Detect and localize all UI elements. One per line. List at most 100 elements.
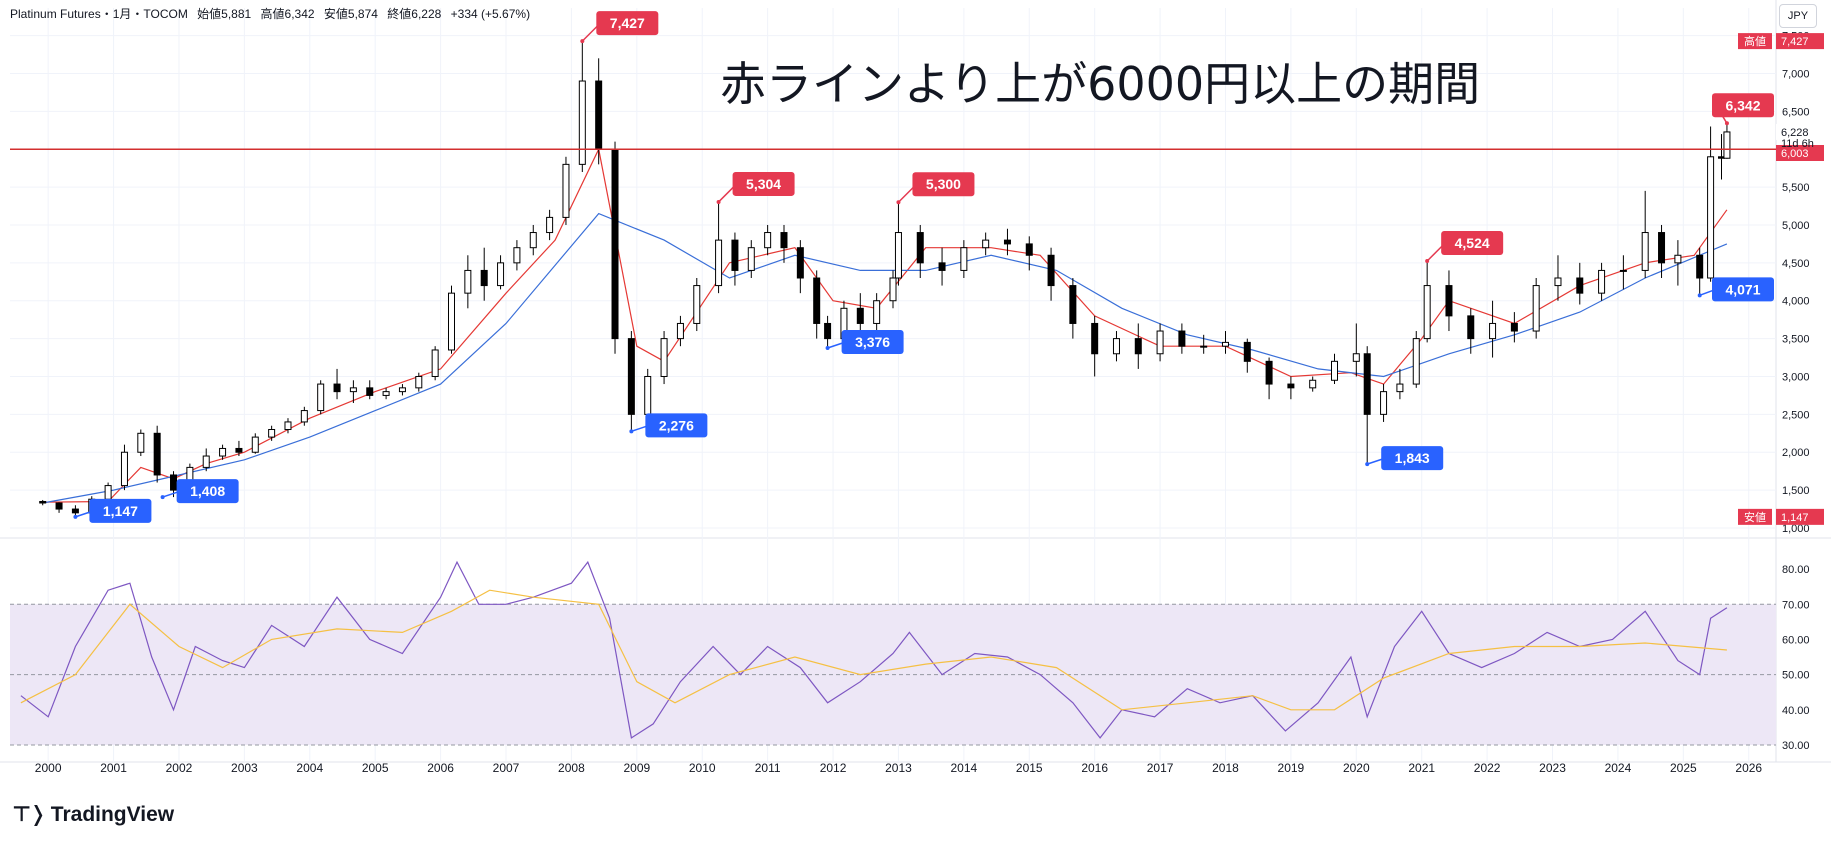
close-value: 終値6,228 (387, 7, 442, 21)
candle (676, 315, 684, 347)
candle-body (529, 232, 537, 249)
high-price-tag-value: 7,427 (1781, 36, 1809, 48)
candle (1412, 331, 1420, 388)
candle-body (268, 429, 276, 438)
callout-dot (716, 199, 721, 204)
time-tick-label: 2009 (623, 761, 650, 775)
candle (1112, 331, 1120, 362)
tradingview-logo[interactable]: ⊤❭ TradingView (12, 802, 174, 827)
callout-text: 5,300 (926, 176, 961, 192)
candle (104, 482, 112, 502)
candle-body (1221, 341, 1229, 347)
candle-body (627, 338, 635, 415)
callout-box (841, 330, 904, 354)
candle (578, 41, 586, 172)
candle (284, 418, 292, 434)
candle (1047, 247, 1055, 301)
rsi-tick-label: 80.00 (1782, 564, 1810, 576)
candle (780, 224, 788, 263)
candle (1658, 224, 1666, 278)
ma_short-line (42, 147, 1728, 503)
candle-body (894, 232, 902, 279)
candle-body (1069, 285, 1077, 324)
time-tick-label: 2002 (166, 761, 193, 775)
price-tick-label: 4,000 (1782, 296, 1810, 308)
change-value: +334 (+5.67%) (450, 7, 531, 21)
last-price-tag: 6,228 (1776, 123, 1824, 140)
high-callout: 6,342 (1712, 93, 1774, 126)
time-tick-label: 2012 (820, 761, 847, 775)
callout-text: 5,304 (746, 176, 781, 192)
candle (1003, 228, 1011, 256)
candle-body (824, 322, 832, 340)
high-callout: 4,524 (1425, 231, 1504, 264)
candle-body (497, 262, 505, 287)
high-callout: 7,427 (580, 11, 659, 44)
callout-text: 3,376 (855, 334, 890, 350)
candle-body (1619, 269, 1627, 272)
rsi-tick-label: 60.00 (1782, 634, 1810, 646)
candle-body (1363, 353, 1371, 415)
candle-body (747, 247, 755, 271)
callout-text: 7,427 (610, 15, 645, 31)
symbol-name[interactable]: Platinum Futures・1月・TOCOM (10, 7, 188, 21)
candle-body (780, 232, 788, 249)
candle-body (873, 300, 881, 324)
tradingview-mark-icon: ⊤❭ (12, 803, 47, 826)
candle-body (284, 421, 292, 431)
candle-body (1576, 277, 1584, 294)
currency-button[interactable]: JPY (1779, 4, 1817, 28)
candle (764, 224, 772, 256)
callout-dot (1724, 121, 1729, 126)
candle-body (153, 432, 161, 476)
candle-body (889, 277, 897, 302)
candle-body (1674, 254, 1682, 264)
candle (1069, 278, 1077, 339)
callout-text: 1,408 (190, 483, 225, 499)
candle (349, 380, 357, 403)
low-price-tag: 安値 1,147 (1738, 508, 1824, 525)
candle (219, 444, 227, 460)
price-tick-label: 2,500 (1782, 409, 1810, 421)
candle-body (693, 285, 701, 324)
candle-body (1352, 353, 1360, 362)
candle (562, 156, 570, 225)
callout-text: 1,843 (1395, 450, 1430, 466)
time-tick-label: 2022 (1474, 761, 1501, 775)
candle (1467, 308, 1475, 354)
candle (431, 346, 439, 381)
price-tick-label: 3,500 (1782, 334, 1810, 346)
candle-body (916, 232, 924, 264)
candle-body (480, 269, 488, 287)
price-tick-label: 7,000 (1782, 68, 1810, 80)
candle-body (333, 383, 341, 393)
symbol-header: Platinum Futures・1月・TOCOM 始値5,881 高値6,34… (10, 5, 536, 22)
candle (448, 285, 455, 354)
candle-body (1047, 254, 1055, 287)
candle (497, 255, 505, 290)
candle (1243, 338, 1251, 373)
candle (137, 429, 145, 457)
time-tick-label: 2006 (427, 761, 454, 775)
candle-body (39, 500, 47, 504)
price-tick-label: 5,500 (1782, 182, 1810, 194)
candle-body (676, 322, 684, 340)
candle-body (349, 387, 357, 393)
time-tick-label: 2008 (558, 761, 585, 775)
high-value: 高値6,342 (260, 7, 315, 21)
time-tick-label: 2007 (493, 761, 520, 775)
callout-box (912, 172, 975, 197)
candle (366, 380, 374, 400)
brand-name: TradingView (50, 803, 175, 826)
callout-dot (1697, 293, 1702, 298)
ma-price-tag: 6,003 (1776, 145, 1824, 161)
candle (1265, 357, 1273, 400)
candle-body (644, 375, 652, 415)
time-tick-label: 2011 (755, 761, 781, 775)
candle-body (813, 277, 821, 324)
candle-body (1287, 383, 1295, 389)
candle (1352, 323, 1360, 377)
callout-box (89, 498, 152, 523)
candle (627, 331, 635, 432)
